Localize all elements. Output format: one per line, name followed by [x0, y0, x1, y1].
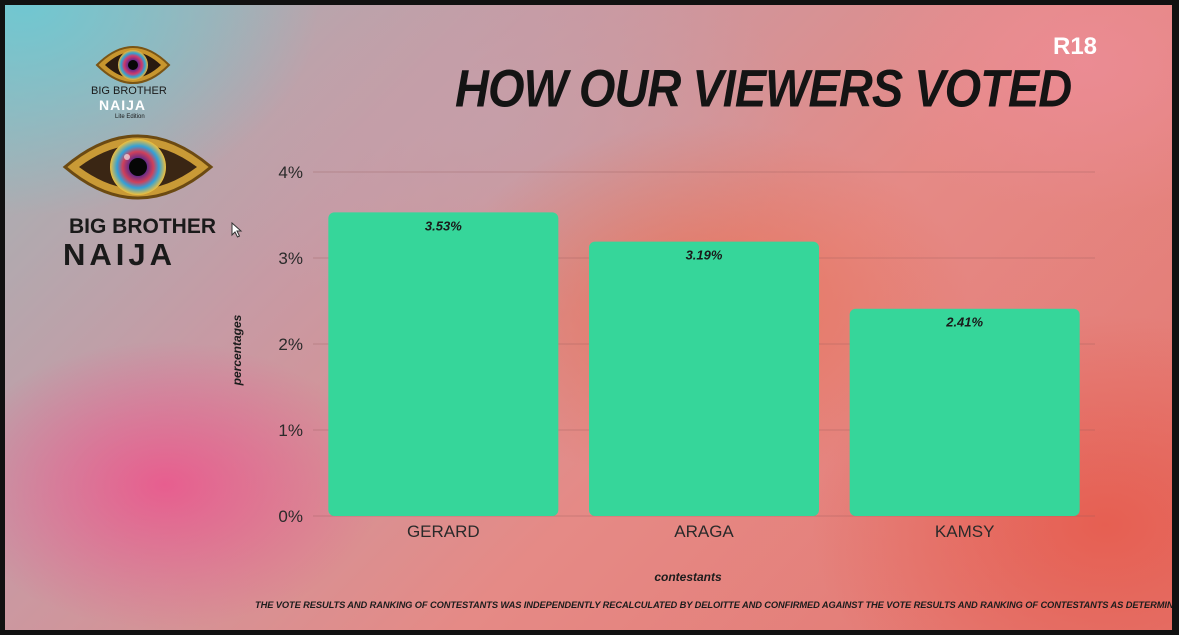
broadcast-screen: BIG BROTHER NAIJA Lite Edition — [5, 5, 1172, 630]
footnote-disclaimer: THE VOTE RESULTS AND RANKING OF CONTESTA… — [255, 600, 1172, 610]
bar-kamsy — [849, 308, 1080, 516]
show-logo-small: BIG BROTHER NAIJA Lite Edition — [91, 35, 173, 127]
x-tick-label: GERARD — [407, 522, 480, 541]
logo-small-line3: Lite Edition — [115, 114, 145, 120]
bar-data-label: 3.19% — [686, 248, 723, 263]
mouse-cursor-icon — [231, 222, 243, 238]
y-axis-ticks: 0% 1% 2% 3% 4% — [278, 163, 303, 526]
bar-araga — [589, 241, 819, 516]
logo-small-line2: NAIJA — [99, 97, 147, 113]
y-tick-label: 2% — [278, 335, 303, 354]
eye-logo-icon — [62, 134, 214, 200]
y-tick-label: 4% — [278, 163, 303, 182]
y-axis-label: percentages — [230, 314, 244, 386]
logo-small-line1: BIG BROTHER — [91, 85, 167, 97]
bar-gerard — [328, 212, 559, 517]
bar-data-labels: 3.53% 3.19% 2.41% — [425, 218, 984, 329]
y-tick-label: 1% — [278, 421, 303, 440]
eye-logo-icon — [95, 46, 171, 84]
bar-data-label: 2.41% — [945, 315, 983, 330]
x-tick-label: ARAGA — [674, 522, 734, 541]
x-axis-label: contestants — [654, 570, 722, 584]
bar-chart: 0% 1% 2% 3% 4% 3.53% 3.19% 2.41% GERARD ARAGA KA… — [230, 163, 1095, 584]
y-tick-label: 3% — [278, 249, 303, 268]
bar-data-label: 3.53% — [425, 218, 462, 233]
x-tick-label: KAMSY — [935, 522, 995, 541]
age-rating-badge: R18 — [1053, 33, 1098, 60]
logo-big-line1: BIG BROTHER — [69, 215, 216, 238]
x-axis-ticks: GERARD ARAGA KAMSY — [407, 522, 994, 541]
chart-bars — [328, 212, 1080, 517]
show-logo-big: BIG BROTHER NAIJA — [57, 117, 219, 273]
logo-big-line2: NAIJA — [63, 237, 177, 272]
y-tick-label: 0% — [278, 507, 303, 526]
